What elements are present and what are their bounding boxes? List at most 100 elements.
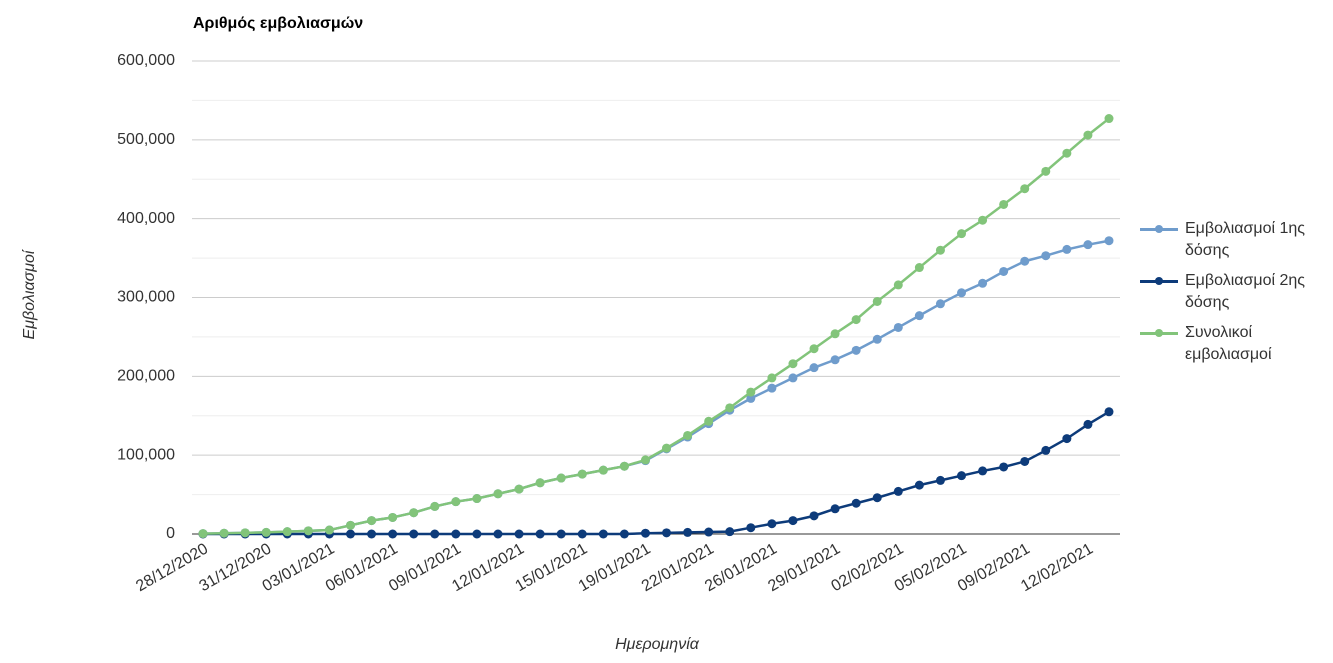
- data-point: [367, 529, 377, 539]
- data-point: [1104, 114, 1114, 124]
- data-point: [577, 469, 587, 479]
- chart-title: Αριθμός εμβολιασμών: [193, 15, 363, 32]
- data-point: [261, 527, 271, 537]
- data-point: [851, 345, 861, 355]
- data-point: [1041, 251, 1051, 261]
- data-point: [1020, 456, 1030, 466]
- data-point: [914, 263, 924, 273]
- data-point: [662, 528, 672, 538]
- x-tick-label: 12/02/2021: [1018, 540, 1096, 595]
- data-point: [1062, 244, 1072, 254]
- data-point: [514, 529, 524, 539]
- data-point: [619, 461, 629, 471]
- data-point: [430, 529, 440, 539]
- data-point: [788, 516, 798, 526]
- data-point: [619, 529, 629, 539]
- y-axis-label: Εμβολιασμοί: [21, 249, 38, 339]
- y-tick-label: 200,000: [117, 368, 175, 385]
- data-point: [219, 528, 229, 538]
- legend-marker: [1155, 329, 1163, 337]
- data-point: [598, 465, 608, 475]
- data-point: [367, 516, 377, 526]
- data-point: [872, 296, 882, 306]
- legend-item[interactable]: Συνολικοί εμβολιασμοί: [1140, 322, 1330, 366]
- data-point: [1104, 236, 1114, 246]
- data-point: [535, 529, 545, 539]
- data-point: [704, 416, 714, 426]
- y-tick-label: 500,000: [117, 131, 175, 148]
- data-point: [388, 529, 398, 539]
- series-line: [203, 410, 1110, 536]
- legend-marker: [1155, 277, 1163, 285]
- legend-label: Συνολικοί εμβολιασμοί: [1185, 324, 1272, 363]
- data-point: [767, 519, 777, 529]
- y-tick-label: 600,000: [117, 52, 175, 69]
- data-point: [324, 525, 334, 535]
- data-point: [767, 383, 777, 393]
- data-point: [240, 528, 250, 538]
- data-point: [577, 529, 587, 539]
- data-point: [725, 403, 735, 413]
- data-point: [640, 455, 650, 465]
- data-point: [746, 393, 756, 403]
- data-point: [451, 529, 461, 539]
- data-point: [746, 523, 756, 533]
- data-point: [746, 387, 756, 397]
- data-point: [872, 334, 882, 344]
- data-point: [1020, 184, 1030, 194]
- data-point: [872, 493, 882, 503]
- y-tick-label: 100,000: [117, 446, 175, 463]
- data-point: [914, 311, 924, 321]
- data-point: [1041, 166, 1051, 176]
- data-point: [514, 484, 524, 494]
- data-point: [1083, 130, 1093, 140]
- data-point: [683, 527, 693, 537]
- data-point: [935, 245, 945, 255]
- data-point: [472, 529, 482, 539]
- data-point: [598, 529, 608, 539]
- data-point: [556, 529, 566, 539]
- data-point: [1062, 434, 1072, 444]
- data-point: [893, 486, 903, 496]
- data-point: [914, 480, 924, 490]
- data-point: [662, 443, 672, 453]
- data-point: [788, 373, 798, 383]
- data-point: [809, 511, 819, 521]
- data-point: [1083, 419, 1093, 429]
- data-point: [725, 527, 735, 537]
- data-point: [198, 529, 208, 539]
- x-axis-label: Ημερομηνία: [615, 636, 700, 653]
- data-point: [830, 329, 840, 339]
- data-point: [978, 278, 988, 288]
- series-line: [202, 117, 1110, 535]
- data-point: [282, 527, 292, 537]
- y-tick-label: 400,000: [117, 210, 175, 227]
- data-point: [851, 498, 861, 508]
- data-point: [893, 322, 903, 332]
- data-point: [830, 355, 840, 365]
- legend-swatch: [1140, 329, 1178, 337]
- data-point: [345, 520, 355, 530]
- legend-marker: [1155, 225, 1163, 233]
- legend: Εμβολιασμοί 1ης δόσης Εμβολιασμοί 2ης δόσ…: [1140, 218, 1330, 374]
- data-point: [999, 462, 1009, 472]
- data-point: [957, 288, 967, 298]
- data-point: [409, 508, 419, 518]
- data-point: [957, 471, 967, 481]
- data-point: [957, 229, 967, 239]
- legend-item[interactable]: Εμβολιασμοί 1ης δόσης: [1140, 218, 1330, 262]
- data-point: [788, 359, 798, 369]
- data-point: [1104, 407, 1114, 417]
- data-point: [1041, 445, 1051, 455]
- data-point: [978, 215, 988, 225]
- legend-item[interactable]: Εμβολιασμοί 2ης δόσης: [1140, 270, 1330, 314]
- data-point: [999, 266, 1009, 276]
- data-point: [1062, 148, 1072, 158]
- data-point: [851, 315, 861, 325]
- data-point: [978, 466, 988, 476]
- data-point: [303, 526, 313, 536]
- data-point: [1083, 240, 1093, 250]
- data-point: [451, 497, 461, 507]
